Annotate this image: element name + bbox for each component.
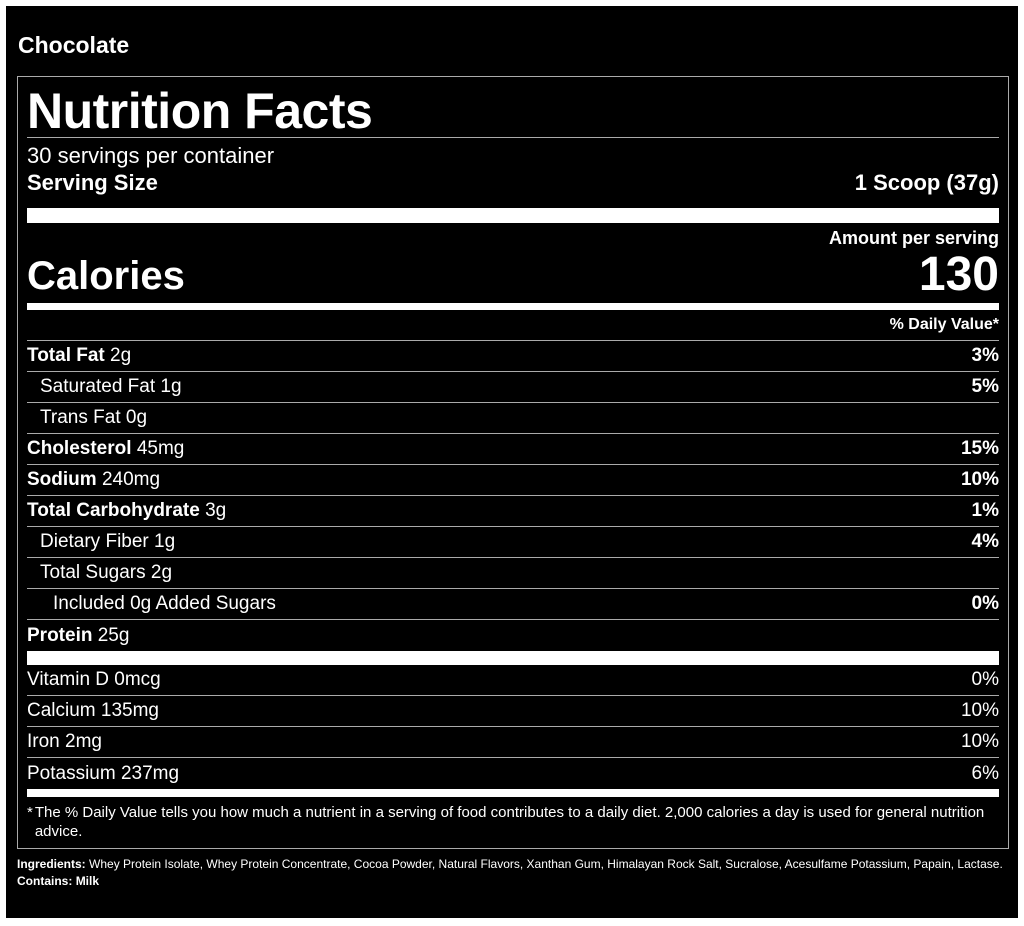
daily-value: 0% xyxy=(971,669,999,690)
nutrient-name: Total Sugars xyxy=(40,562,146,583)
daily-value: 15% xyxy=(960,438,999,459)
nutrient: Protein 25g xyxy=(27,625,129,647)
vitamin-row: Potassium 237mg 6% xyxy=(27,758,999,789)
nutrient-row: Total Sugars 2g xyxy=(27,558,999,589)
nutrient-row: Dietary Fiber 1g 4% xyxy=(27,527,999,558)
daily-value: 1% xyxy=(971,500,999,521)
daily-value: 5% xyxy=(971,376,999,397)
daily-value: 0% xyxy=(971,593,999,614)
calories-label: Calories xyxy=(27,254,185,298)
contains-text: Milk xyxy=(75,874,100,888)
vitamin-row: Calcium 135mg 10% xyxy=(27,696,999,727)
nutrient-name: Cholesterol xyxy=(27,438,132,459)
ingredients-text: Whey Protein Isolate, Whey Protein Conce… xyxy=(89,857,1003,871)
daily-value: 10% xyxy=(960,469,999,490)
daily-value: 10% xyxy=(960,700,999,721)
nutrient: Dietary Fiber 1g xyxy=(27,531,175,553)
daily-value: 6% xyxy=(971,762,999,784)
nutrient-row: Protein 25g xyxy=(27,620,999,651)
nutrient: Trans Fat 0g xyxy=(27,407,147,429)
nutrient-amount: 25g xyxy=(97,624,130,646)
nutrient: Total Sugars 2g xyxy=(27,562,172,584)
footnote-mark: * xyxy=(27,804,33,821)
nutrient: Total Carbohydrate 3g xyxy=(27,500,226,522)
calories-row: Calories 130 xyxy=(27,249,999,299)
nutrient-name: Sodium xyxy=(27,469,97,490)
nutrient: Included 0g Added Sugars xyxy=(27,593,276,615)
nutrient-name: Total Fat xyxy=(27,345,105,366)
divider xyxy=(27,208,999,223)
footnote-text: The % Daily Value tells you how much a n… xyxy=(34,804,985,840)
nutrient: Saturated Fat 1g xyxy=(27,376,182,398)
ingredients-label: Ingredients: xyxy=(17,857,86,871)
title: Nutrition Facts xyxy=(27,77,999,139)
daily-value-header: % Daily Value* xyxy=(27,310,999,341)
nutrient-name: Protein xyxy=(27,624,93,646)
nutrient-row: Total Carbohydrate 3g 1% xyxy=(27,496,999,527)
nutrient-amount: 240mg xyxy=(101,469,161,490)
contains-label: Contains: xyxy=(17,874,73,888)
nutrient: Total Fat 2g xyxy=(27,345,131,367)
nutrient: Cholesterol 45mg xyxy=(27,438,184,460)
daily-value: 3% xyxy=(971,345,999,366)
footnote: * The % Daily Value tells you how much a … xyxy=(27,797,999,841)
nutrient-row: Total Fat 2g 3% xyxy=(27,341,999,372)
ingredients: Ingredients: Whey Protein Isolate, Whey … xyxy=(17,856,1007,890)
nutrient-row: Cholesterol 45mg 15% xyxy=(27,434,999,465)
serving-size: 1 Scoop (37g) xyxy=(854,170,999,195)
serving-size-label: Serving Size xyxy=(27,170,158,195)
nutrient-row: Trans Fat 0g xyxy=(27,403,999,434)
nutrient-amount: 2g xyxy=(110,345,132,366)
nutrient: Sodium 240mg xyxy=(27,469,160,491)
nutrient-row: Included 0g Added Sugars 0% xyxy=(27,589,999,620)
vitamin-name: Calcium 135mg xyxy=(27,700,159,721)
vitamin-row: Vitamin D 0mcg 0% xyxy=(27,665,999,696)
divider xyxy=(27,789,999,797)
label-panel: Chocolate Nutrition Facts 30 servings pe… xyxy=(6,6,1018,918)
nutrient-row: Sodium 240mg 10% xyxy=(27,465,999,496)
calories: 130 xyxy=(918,248,999,301)
nutrient-row: Saturated Fat 1g 5% xyxy=(27,372,999,403)
divider xyxy=(27,651,999,665)
servings: 30 servings per container xyxy=(27,143,275,168)
nutrient-name: Saturated Fat xyxy=(40,376,156,397)
vitamin-name: Vitamin D 0mcg xyxy=(27,669,161,690)
serving-size-row: Serving Size 1 Scoop (37g) xyxy=(27,168,999,198)
daily-value: 10% xyxy=(960,731,999,752)
nutrient-name: Dietary Fiber xyxy=(40,531,149,552)
vitamin-name: Potassium 237mg xyxy=(27,762,180,784)
vitamin-row: Iron 2mg 10% xyxy=(27,727,999,758)
nutrient-amount: 0g xyxy=(125,407,148,428)
amount-per-serving: Amount per serving xyxy=(828,228,999,248)
nutrient-name: Included 0g Added Sugars xyxy=(53,593,276,614)
nutrient-name: Total Carbohydrate xyxy=(27,500,200,521)
nutrient-amount: 2g xyxy=(150,562,173,583)
daily-value: 4% xyxy=(971,531,999,552)
nutrient-amount: 3g xyxy=(205,500,227,521)
nutrient-amount: 1g xyxy=(160,376,182,397)
nutrient-amount: 1g xyxy=(154,531,176,552)
nutrient-name: Trans Fat xyxy=(40,407,121,428)
nutrition-box: Nutrition Facts 30 servings per containe… xyxy=(17,76,1009,849)
divider xyxy=(27,303,999,310)
vitamin-name: Iron 2mg xyxy=(27,731,102,752)
nutrient-amount: 45mg xyxy=(136,438,185,459)
flavor: Chocolate xyxy=(18,32,130,58)
